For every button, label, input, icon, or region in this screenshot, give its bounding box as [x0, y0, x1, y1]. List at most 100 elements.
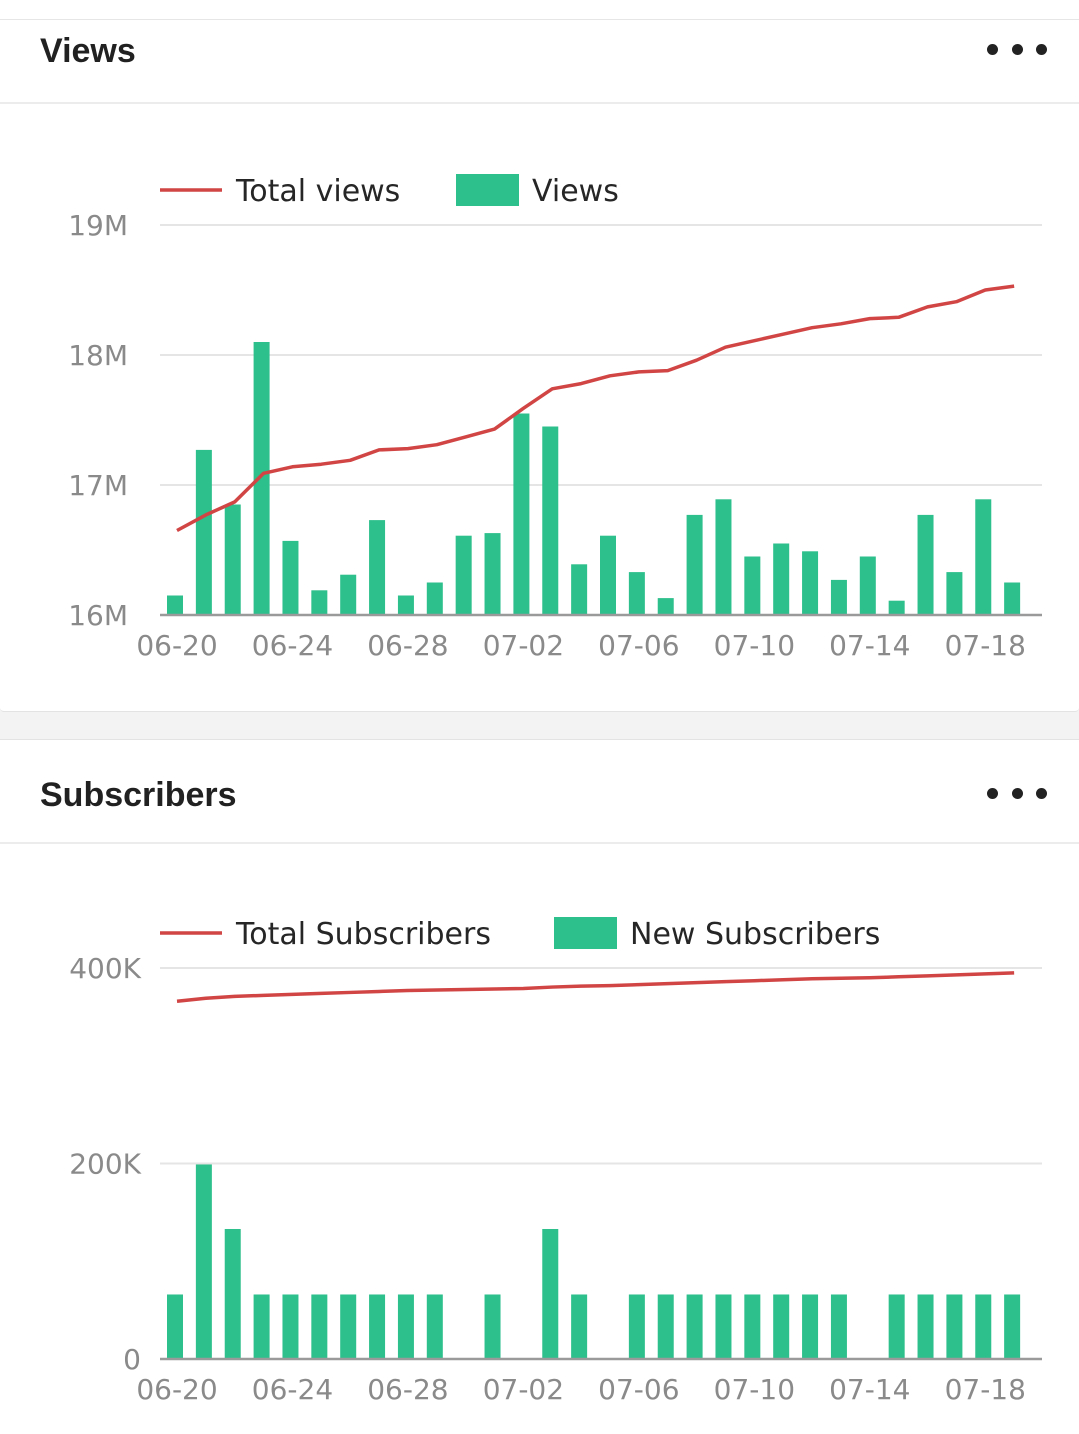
- legend-label: New Subscribers: [630, 917, 880, 952]
- bar: [253, 342, 270, 615]
- x-tick-label: 06-20: [136, 629, 217, 662]
- bar: [340, 574, 357, 615]
- legend-bar-swatch: [554, 917, 617, 949]
- bar: [744, 1294, 761, 1359]
- bar: [946, 572, 963, 615]
- bar: [1004, 1294, 1021, 1359]
- x-tick-label: 06-28: [367, 1373, 448, 1406]
- bar: [571, 564, 588, 615]
- bar: [773, 543, 790, 615]
- bar: [830, 579, 847, 615]
- bar: [167, 595, 183, 615]
- views-card-header: Views: [0, 20, 1079, 104]
- y-tick-label: 17M: [68, 469, 128, 502]
- x-tick-label: 07-02: [483, 1373, 564, 1406]
- more-dots-icon: [987, 43, 998, 55]
- bar: [715, 499, 732, 615]
- bar: [282, 1294, 299, 1359]
- bar: [484, 1294, 501, 1359]
- bar: [340, 1294, 357, 1359]
- subscribers-card: Subscribers 0 200K 400K 06-20 06-24 06-28 07-0…: [0, 739, 1079, 1434]
- bar: [975, 499, 992, 615]
- subscribers-card-header: Subscribers: [0, 760, 1079, 844]
- bar: [773, 1294, 790, 1359]
- views-chart: 16M 17M 18M 19M 06-20 06-24 06-28 07-02 07-06 07-…: [68, 174, 1042, 662]
- legend-label: Views: [532, 174, 619, 209]
- views-title: Views: [40, 32, 136, 70]
- bar: [888, 1294, 905, 1359]
- x-tick-label: 07-10: [714, 1373, 795, 1406]
- bar: [513, 413, 530, 615]
- legend-label: Total Subscribers: [235, 917, 491, 952]
- views-more-options-button[interactable]: [987, 29, 1047, 69]
- bar: [195, 1164, 212, 1359]
- bar: [484, 533, 501, 615]
- bar: [542, 1228, 559, 1359]
- bar: [715, 1294, 732, 1359]
- bar: [311, 1294, 328, 1359]
- subscribers-title: Subscribers: [40, 776, 237, 814]
- bar: [628, 572, 645, 615]
- subscribers-more-options-button[interactable]: [987, 773, 1047, 813]
- legend-label: Total views: [235, 174, 400, 209]
- bar: [600, 535, 616, 615]
- x-tick-label: 07-14: [829, 1373, 910, 1406]
- x-tick-label: 06-24: [252, 1373, 333, 1406]
- bar: [657, 598, 674, 615]
- bar: [917, 1294, 934, 1359]
- x-tick-label: 07-06: [598, 629, 679, 662]
- total-line: [176, 284, 1015, 533]
- bar: [859, 556, 876, 615]
- bar: [744, 556, 761, 615]
- bar: [397, 1294, 414, 1359]
- x-tick-label: 06-28: [367, 629, 448, 662]
- bar: [224, 1228, 241, 1359]
- bar: [571, 1294, 588, 1359]
- bar: [195, 449, 212, 615]
- x-tick-label: 07-10: [714, 629, 795, 662]
- subscribers-chart: 0 200K 400K 06-20 06-24 06-28 07-02 07-06 07-10 0…: [69, 917, 1042, 1406]
- bar: [888, 600, 905, 615]
- x-tick-label: 06-20: [136, 1373, 217, 1406]
- bar: [455, 535, 472, 615]
- card-divider: [0, 19, 1079, 20]
- bar: [830, 1294, 847, 1359]
- bar: [167, 1294, 183, 1359]
- x-tick-label: 07-06: [598, 1373, 679, 1406]
- views-card: Views 16M 17M 18M 19M 06-20 06-24 06-28 07-02 07…: [0, 0, 1079, 712]
- x-tick-label: 07-18: [945, 1373, 1026, 1406]
- bar: [282, 540, 299, 615]
- bar: [397, 595, 414, 615]
- bar: [657, 1294, 674, 1359]
- x-tick-label: 07-18: [945, 629, 1026, 662]
- bar: [686, 1294, 703, 1359]
- bar: [628, 1294, 645, 1359]
- bar: [369, 520, 386, 615]
- y-tick-label: 400K: [69, 952, 141, 985]
- bar: [369, 1294, 386, 1359]
- bar: [802, 1294, 819, 1359]
- x-tick-label: 06-24: [252, 629, 333, 662]
- bar: [542, 426, 559, 615]
- x-tick-label: 07-14: [829, 629, 910, 662]
- y-tick-label: 0: [123, 1343, 141, 1376]
- bar: [946, 1294, 963, 1359]
- bar: [426, 1294, 443, 1359]
- bar: [802, 551, 819, 615]
- x-tick-label: 07-02: [483, 629, 564, 662]
- legend-bar-swatch: [456, 174, 519, 206]
- bar: [311, 590, 328, 615]
- y-tick-label: 19M: [68, 209, 128, 242]
- bar: [253, 1294, 270, 1359]
- bar: [975, 1294, 992, 1359]
- bar: [426, 582, 443, 615]
- y-tick-label: 16M: [68, 599, 128, 632]
- bar: [1004, 582, 1021, 615]
- total-line: [176, 971, 1015, 1003]
- bar: [917, 514, 934, 615]
- y-tick-label: 18M: [68, 339, 128, 372]
- bar: [224, 504, 241, 615]
- bar: [686, 514, 703, 615]
- more-dots-icon: [987, 787, 998, 799]
- y-tick-label: 200K: [69, 1148, 141, 1181]
